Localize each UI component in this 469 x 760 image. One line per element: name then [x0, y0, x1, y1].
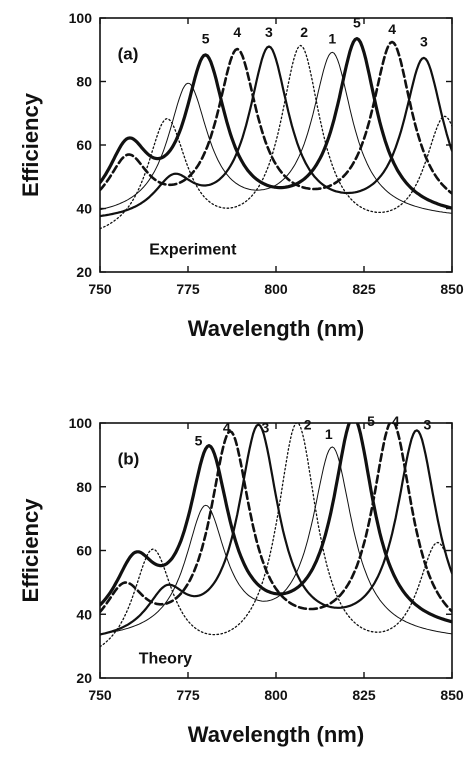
y-tick-label: 100 — [69, 415, 93, 431]
panel-0: 750 775 800 825 850 20 40 60 80 100 Wavelength (nm… — [18, 10, 464, 341]
y-tick-label: 20 — [76, 670, 92, 686]
peak-label: 2 — [304, 416, 312, 432]
panel-1: 750 775 800 825 850 20 40 60 80 100 Wavelength (nm… — [18, 413, 464, 747]
x-tick-label: 825 — [352, 687, 376, 703]
series-5-thick — [100, 423, 452, 624]
x-tick-label: 800 — [264, 281, 288, 297]
peak-label: 4 — [388, 21, 396, 37]
x-tick-label: 850 — [440, 687, 464, 703]
series-1-thin — [100, 51, 452, 214]
peak-label: 3 — [423, 416, 431, 432]
peak-label: 4 — [233, 24, 241, 40]
x-tick-label: 850 — [440, 281, 464, 297]
y-tick-label: 40 — [76, 606, 92, 622]
series-3-medium — [100, 45, 452, 218]
series-2-dotted — [100, 423, 452, 648]
y-tick-label: 80 — [76, 479, 92, 495]
series-1-thin — [100, 446, 452, 635]
x-tick-label: 800 — [264, 687, 288, 703]
peak-label: 1 — [328, 30, 336, 46]
y-axis-label: Efficiency — [18, 498, 43, 603]
plot-frame — [99, 422, 453, 679]
x-tick-label: 775 — [176, 687, 200, 703]
x-axis-label: Wavelength (nm) — [188, 316, 364, 341]
peak-label: 3 — [420, 34, 428, 50]
x-axis-label: Wavelength (nm) — [188, 722, 364, 747]
x-tick-label: 750 — [88, 687, 112, 703]
annotation-label: Experiment — [149, 242, 237, 259]
peak-label: 5 — [195, 432, 203, 448]
peak-label: 2 — [300, 24, 308, 40]
y-tick-label: 80 — [76, 74, 92, 90]
peak-label: 5 — [202, 30, 210, 46]
peak-label: 3 — [262, 420, 270, 436]
y-axis-label: Efficiency — [18, 92, 43, 197]
peak-label: 4 — [392, 413, 400, 429]
y-tick-label: 100 — [69, 10, 93, 26]
series-3-medium — [100, 423, 452, 636]
peak-label: 4 — [223, 420, 231, 436]
series-5-thick — [100, 37, 452, 210]
peak-label: 5 — [367, 413, 375, 429]
panel-label: (b) — [118, 449, 140, 468]
peak-label: 3 — [265, 24, 273, 40]
x-tick-label: 750 — [88, 281, 112, 297]
curves — [100, 423, 452, 648]
y-tick-label: 40 — [76, 201, 92, 217]
peak-label: 5 — [353, 15, 361, 31]
peak-label: 1 — [325, 426, 333, 442]
y-tick-label: 20 — [76, 264, 92, 280]
series-4-dashed — [100, 40, 452, 195]
series-4-dashed — [100, 423, 452, 614]
x-tick-label: 825 — [352, 281, 376, 297]
panel-label: (a) — [118, 44, 139, 63]
annotation-label: Theory — [139, 651, 192, 668]
series-2-dotted — [100, 44, 452, 230]
y-tick-label: 60 — [76, 137, 92, 153]
x-tick-label: 775 — [176, 281, 200, 297]
y-tick-label: 60 — [76, 543, 92, 559]
curves — [100, 37, 452, 230]
